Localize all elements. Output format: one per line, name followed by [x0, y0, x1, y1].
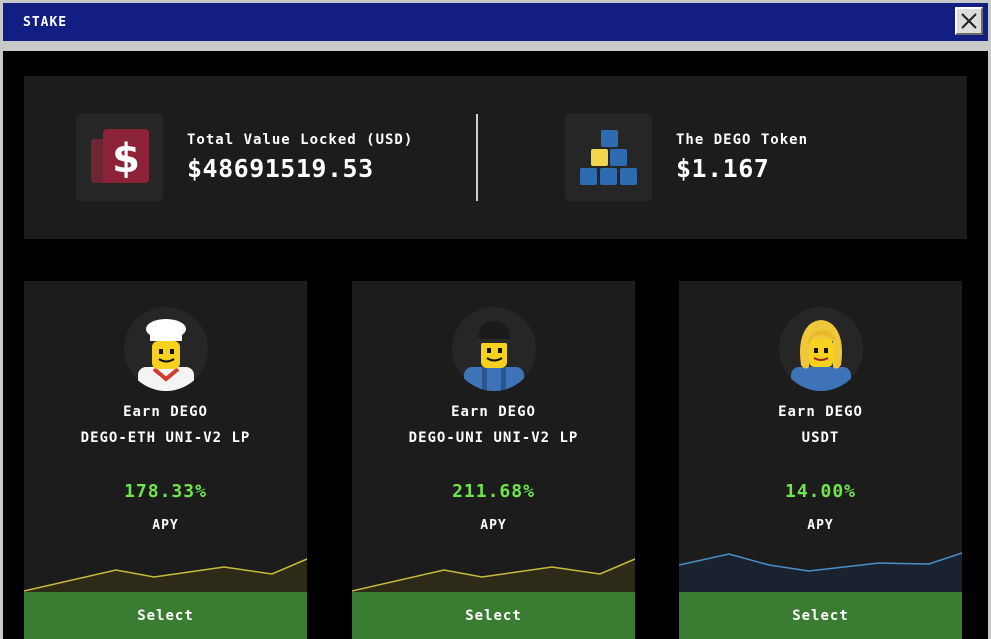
pool-apy-label: APY	[807, 518, 834, 533]
select-button[interactable]: Select	[352, 592, 635, 639]
pool-pair-label: DEGO-ETH UNI-V2 LP	[80, 430, 251, 446]
tvl-stat: $ Total Value Locked (USD) $48691519.53	[76, 114, 413, 201]
pool-apy-sparkline	[352, 558, 635, 592]
dollar-icon: $	[76, 114, 163, 201]
pool-earn-label: Earn DEGO	[123, 404, 208, 420]
window-titlebar: STAKE	[3, 3, 988, 41]
window-title: STAKE	[23, 14, 68, 30]
tvl-label: Total Value Locked (USD)	[187, 132, 414, 148]
svg-text:$: $	[112, 136, 140, 182]
pool-card-dego-eth: Earn DEGO DEGO-ETH UNI-V2 LP 178.33% APY…	[24, 281, 307, 639]
token-label: The DEGO Token	[676, 132, 809, 148]
pool-apy-label: APY	[480, 518, 507, 533]
select-button[interactable]: Select	[679, 592, 962, 639]
tvl-value: $48691519.53	[187, 154, 374, 183]
pool-apy-value: 14.00%	[784, 481, 857, 502]
chef-minifig-avatar	[124, 307, 208, 391]
pool-pair-label: USDT	[801, 430, 840, 446]
blocks-icon	[565, 114, 652, 201]
stats-divider	[476, 114, 478, 201]
token-stat: The DEGO Token $1.167	[565, 114, 808, 201]
pool-earn-label: Earn DEGO	[451, 404, 536, 420]
pool-apy-sparkline	[24, 558, 307, 592]
stake-content: $ Total Value Locked (USD) $48691519.53	[3, 51, 988, 639]
pool-apy-value: 178.33%	[124, 481, 207, 502]
pool-earn-label: Earn DEGO	[778, 404, 863, 420]
token-value: $1.167	[676, 154, 770, 183]
pool-pair-label: DEGO-UNI UNI-V2 LP	[408, 430, 579, 446]
pool-card-dego-uni: Earn DEGO DEGO-UNI UNI-V2 LP 211.68% APY…	[352, 281, 635, 639]
pool-apy-label: APY	[152, 518, 179, 533]
worker-minifig-avatar	[452, 307, 536, 391]
close-button[interactable]	[955, 7, 983, 35]
pool-apy-value: 211.68%	[452, 481, 535, 502]
stats-panel: $ Total Value Locked (USD) $48691519.53	[24, 76, 967, 239]
close-icon	[961, 13, 977, 29]
select-button[interactable]: Select	[24, 592, 307, 639]
pool-apy-sparkline	[679, 552, 962, 592]
blonde-minifig-avatar	[779, 307, 863, 391]
pool-card-usdt: Earn DEGO USDT 14.00% APY Select	[679, 281, 962, 639]
